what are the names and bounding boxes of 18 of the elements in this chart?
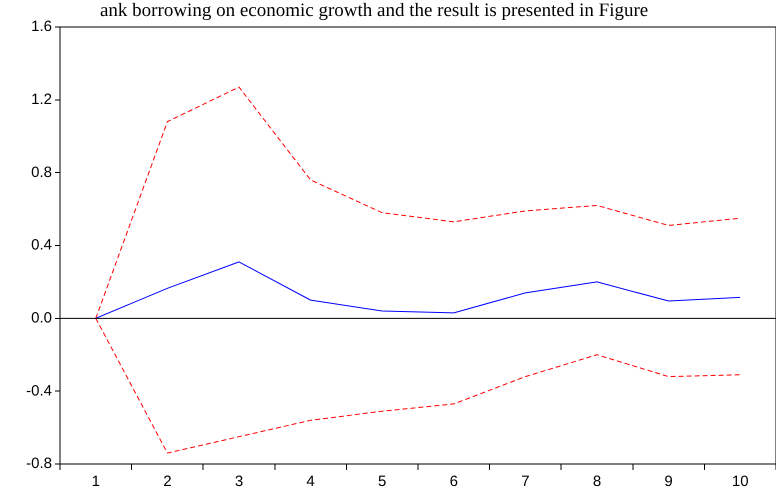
y-tick-label: 0.0 — [31, 309, 52, 326]
x-tick-label: 7 — [521, 473, 530, 490]
y-tick-label: 1.2 — [31, 90, 52, 108]
y-tick-label: -0.8 — [26, 455, 52, 472]
x-tick-label: 6 — [450, 473, 458, 490]
y-tick-label: 1.6 — [31, 18, 52, 36]
x-tick-label: 10 — [732, 473, 749, 490]
text: ank borrowing on economic growth and the result is presented in Figure — [100, 0, 648, 22]
x-tick-label: 8 — [592, 473, 602, 490]
x-tick-label: 4 — [306, 473, 315, 490]
x-tick-label: 1 — [92, 473, 100, 490]
x-tick-label: 5 — [378, 473, 386, 490]
x-tick-label: 2 — [163, 473, 172, 490]
y-tick-label: 0.4 — [31, 236, 52, 254]
y-tick-label: 0.8 — [31, 164, 52, 181]
x-tick-label: 9 — [664, 473, 673, 490]
y-tick-label: -0.4 — [26, 382, 52, 400]
x-tick-label: 3 — [234, 473, 244, 490]
